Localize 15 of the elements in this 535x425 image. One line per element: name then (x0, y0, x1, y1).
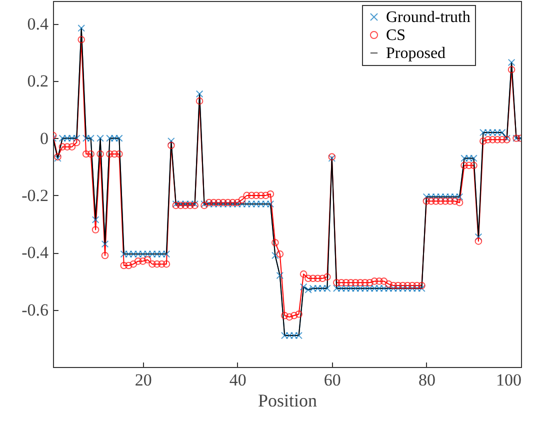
legend-label: CS (386, 27, 406, 44)
y-tick-label: 0 (40, 128, 48, 148)
y-tick-label: 0.4 (27, 14, 49, 34)
y-tick-label: 0.2 (27, 72, 48, 91)
y-tick-label: -0.6 (22, 300, 48, 320)
y-tick-label: -0.4 (22, 243, 49, 262)
x-tick-label: 20 (134, 370, 152, 390)
x-tick-label: 60 (324, 370, 341, 390)
x-tick-label: 100 (496, 370, 522, 390)
x-tick-label: 80 (418, 370, 436, 390)
y-tick-label: -0.2 (22, 186, 48, 205)
x-axis-title: Position (258, 390, 318, 410)
legend-label: Proposed (386, 45, 446, 62)
x-tick-label: 40 (229, 370, 246, 390)
legend-label: Ground-truth (386, 9, 470, 26)
